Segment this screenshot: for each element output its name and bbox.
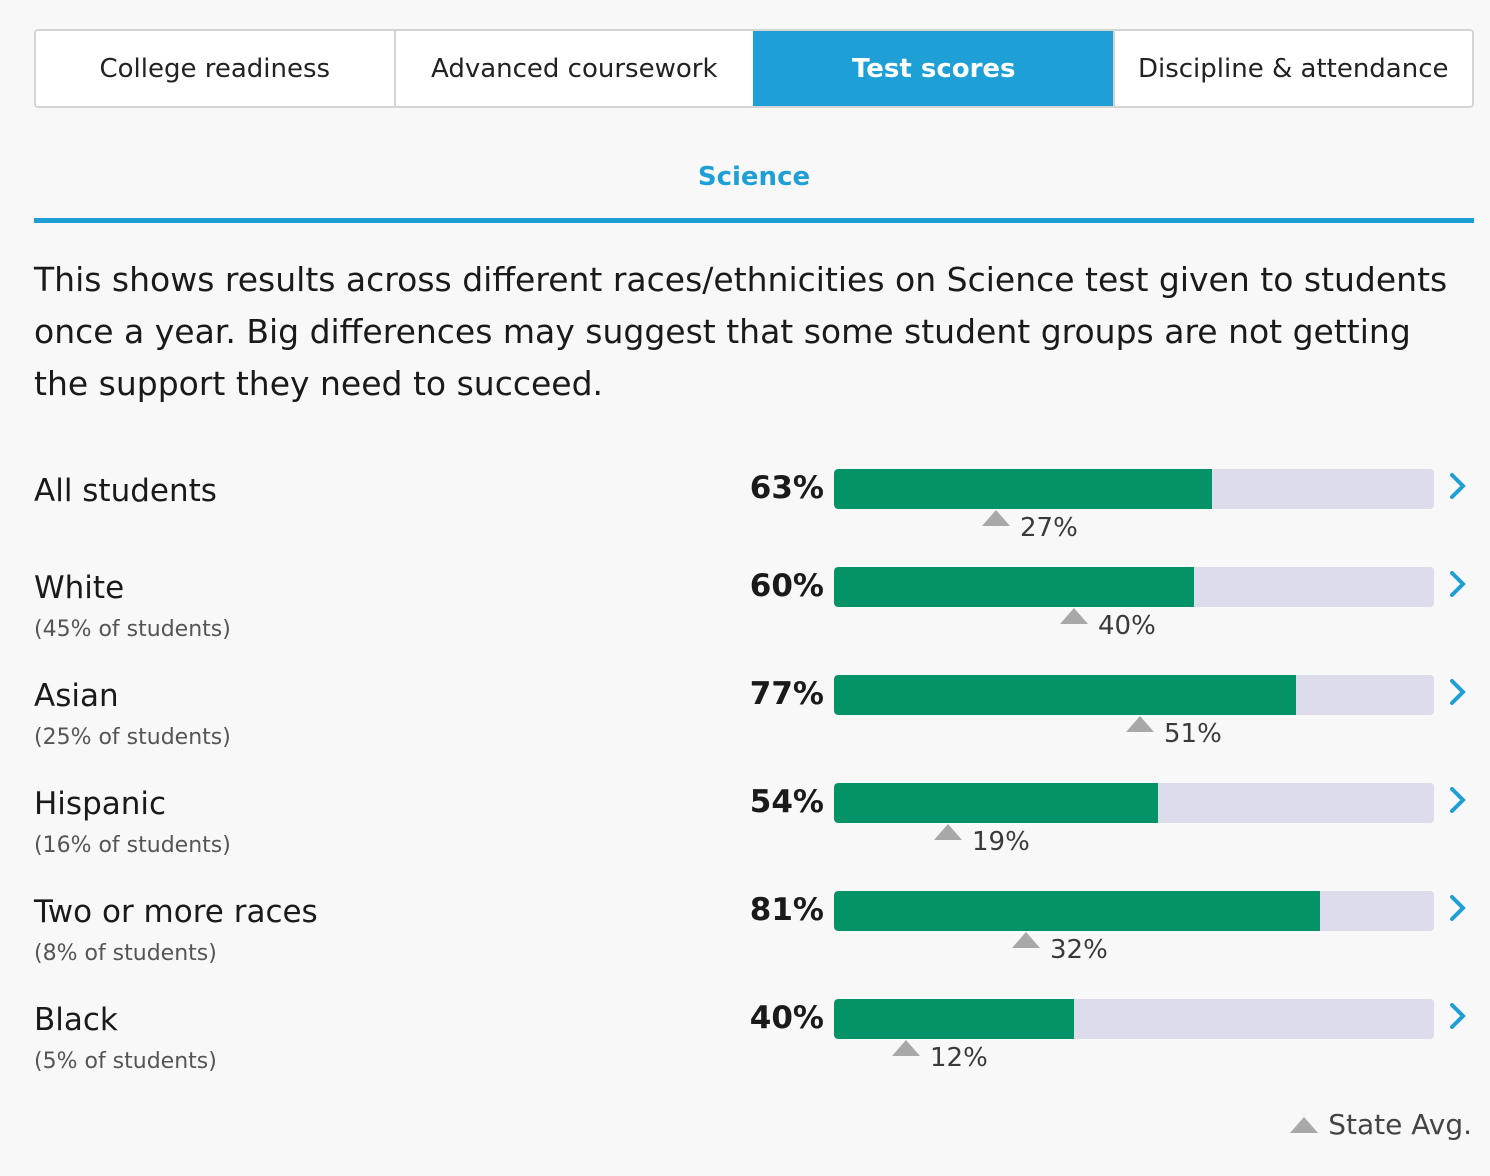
score-value: 40% xyxy=(749,1000,824,1036)
tab-bar: College readiness Advanced coursework Te… xyxy=(34,29,1474,108)
group-label: Hispanic xyxy=(34,786,167,822)
state-avg-value: 12% xyxy=(930,1043,988,1073)
tab-advanced-coursework[interactable]: Advanced coursework xyxy=(393,31,753,106)
score-value: 81% xyxy=(749,892,824,928)
score-bar-track xyxy=(834,469,1434,509)
score-value: 77% xyxy=(749,676,824,712)
triangle-up-icon xyxy=(1290,1116,1319,1133)
state-avg-value: 40% xyxy=(1098,611,1156,641)
subject-tab-bar: Science xyxy=(34,150,1474,223)
score-value: 63% xyxy=(749,470,824,506)
state-avg-marker: 51% xyxy=(1126,716,1266,750)
score-bar-fill xyxy=(834,999,1074,1039)
group-share: (25% of students) xyxy=(34,725,231,750)
result-row[interactable]: All students 63% 27% xyxy=(0,469,1490,569)
score-bar-fill xyxy=(834,675,1296,715)
score-bar-track xyxy=(834,891,1434,931)
state-avg-value: 19% xyxy=(972,827,1030,857)
state-avg-marker: 12% xyxy=(892,1040,1032,1074)
tab-discipline-attendance[interactable]: Discipline & attendance xyxy=(1112,31,1472,106)
result-row[interactable]: Hispanic (16% of students) 54% 19% xyxy=(0,783,1490,883)
score-bar-track xyxy=(834,567,1434,607)
state-avg-marker: 19% xyxy=(934,824,1074,858)
legend-label: State Avg. xyxy=(1328,1108,1472,1141)
state-avg-marker: 40% xyxy=(1060,608,1200,642)
score-bar-track xyxy=(834,999,1434,1039)
score-bar-track xyxy=(834,783,1434,823)
score-bar-fill xyxy=(834,783,1158,823)
chevron-right-icon[interactable] xyxy=(1446,676,1472,710)
tab-test-scores[interactable]: Test scores xyxy=(753,31,1113,106)
result-row[interactable]: Black (5% of students) 40% 12% xyxy=(0,999,1490,1099)
group-label: Asian xyxy=(34,678,119,714)
score-value: 60% xyxy=(749,568,824,604)
triangle-up-icon xyxy=(1060,608,1088,624)
group-share: (8% of students) xyxy=(34,941,217,966)
group-share: (5% of students) xyxy=(34,1049,217,1074)
triangle-up-icon xyxy=(982,510,1010,526)
chevron-right-icon[interactable] xyxy=(1446,568,1472,602)
triangle-up-icon xyxy=(1012,932,1040,948)
group-label: Black xyxy=(34,1002,118,1038)
triangle-up-icon xyxy=(892,1040,920,1056)
group-label: White xyxy=(34,570,125,606)
group-label: All students xyxy=(34,473,217,509)
group-share: (45% of students) xyxy=(34,617,231,642)
description: This shows results across different race… xyxy=(34,260,1448,403)
chevron-right-icon[interactable] xyxy=(1446,470,1472,504)
score-bar-fill xyxy=(834,469,1212,509)
subject-tab-science[interactable]: Science xyxy=(697,162,811,192)
state-avg-marker: 32% xyxy=(1012,932,1152,966)
chevron-right-icon[interactable] xyxy=(1446,892,1472,926)
state-avg-value: 51% xyxy=(1164,719,1222,749)
score-value: 54% xyxy=(749,784,824,820)
state-avg-value: 32% xyxy=(1050,935,1108,965)
triangle-up-icon xyxy=(1126,716,1154,732)
score-bar-fill xyxy=(834,891,1320,931)
result-row[interactable]: Asian (25% of students) 77% 51% xyxy=(0,675,1490,775)
chevron-right-icon[interactable] xyxy=(1446,784,1472,818)
tab-college-readiness[interactable]: College readiness xyxy=(36,31,394,106)
result-row[interactable]: Two or more races (8% of students) 81% 32% xyxy=(0,891,1490,991)
group-label: Two or more races xyxy=(34,894,318,930)
state-avg-marker: 27% xyxy=(982,510,1122,544)
score-bar-track xyxy=(834,675,1434,715)
score-bar-fill xyxy=(834,567,1194,607)
state-avg-value: 27% xyxy=(1020,513,1078,543)
group-share: (16% of students) xyxy=(34,833,231,858)
triangle-up-icon xyxy=(934,824,962,840)
chevron-right-icon[interactable] xyxy=(1446,1000,1472,1034)
legend: State Avg. xyxy=(1290,1108,1472,1141)
result-row[interactable]: White (45% of students) 60% 40% xyxy=(0,567,1490,667)
